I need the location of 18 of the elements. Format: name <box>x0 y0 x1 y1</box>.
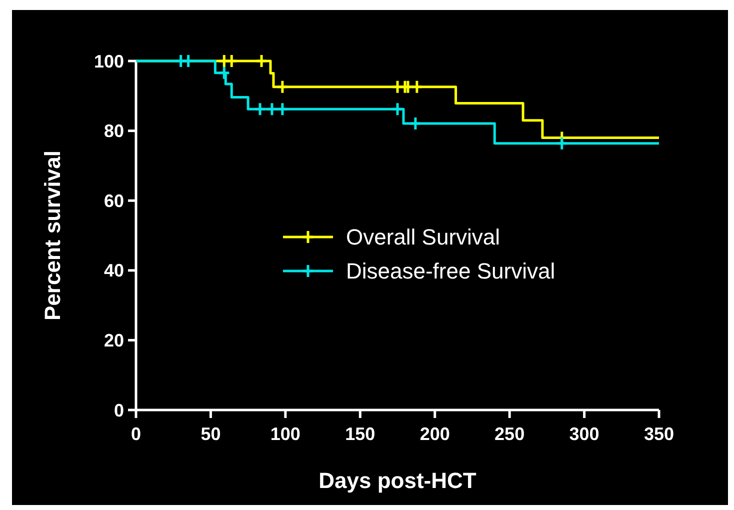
x-tick-label: 100 <box>270 424 300 444</box>
x-tick-label: 150 <box>345 424 376 444</box>
x-axis-title: Days post-HCT <box>318 468 477 493</box>
y-tick-label: 100 <box>94 51 124 72</box>
x-tick-label: 350 <box>644 424 674 444</box>
legend-label: Disease-free Survival <box>346 258 556 284</box>
x-tick-label: 50 <box>200 424 221 444</box>
y-tick-label: 20 <box>104 330 124 350</box>
x-tick-label: 200 <box>420 424 450 444</box>
x-tick-label: 0 <box>130 424 142 444</box>
y-tick-label: 0 <box>114 400 124 420</box>
y-axis-title: Percent survival <box>40 150 65 320</box>
legend-label: Overall Survival <box>346 224 500 250</box>
y-tick-label: 40 <box>104 260 124 281</box>
y-tick-label: 80 <box>104 121 124 142</box>
x-tick-label: 250 <box>494 424 525 444</box>
y-tick-label: 60 <box>104 190 124 211</box>
x-tick-label: 300 <box>569 424 600 444</box>
